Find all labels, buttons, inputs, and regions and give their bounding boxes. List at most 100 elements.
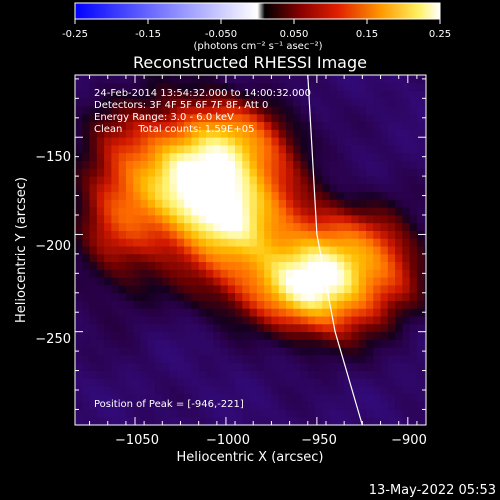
heatmap-cell xyxy=(395,292,403,301)
heatmap-cell xyxy=(104,370,112,379)
heatmap-cell xyxy=(104,347,112,356)
heatmap-cell xyxy=(365,370,374,379)
heatmap-cell xyxy=(111,82,120,91)
heatmap-cell xyxy=(75,90,83,99)
heatmap-cell xyxy=(365,417,374,425)
heatmap-cell xyxy=(409,277,418,286)
heatmap-cell xyxy=(162,207,170,216)
heatmap-cell xyxy=(307,106,316,115)
heatmap-cell xyxy=(75,253,83,263)
heatmap-cell xyxy=(285,75,294,84)
heatmap-cell xyxy=(358,246,367,255)
heatmap-cell xyxy=(336,176,345,185)
heatmap-cell xyxy=(205,277,214,286)
heatmap-cell xyxy=(344,362,352,371)
heatmap-cell xyxy=(293,261,301,270)
heatmap-cell xyxy=(402,417,411,425)
heatmap-cell xyxy=(125,145,134,154)
heatmap-cell xyxy=(278,183,287,193)
heatmap-cell xyxy=(96,269,105,278)
heatmap-cell xyxy=(307,191,316,200)
heatmap-cell xyxy=(416,261,425,270)
heatmap-cell xyxy=(315,285,323,294)
heatmap-cell xyxy=(82,207,90,216)
heatmap-cell xyxy=(82,261,90,270)
heatmap-cell xyxy=(344,316,352,325)
heatmap-cell xyxy=(409,269,418,278)
heatmap-cell xyxy=(416,152,425,161)
heatmap-cell xyxy=(322,90,331,99)
heatmap-cell xyxy=(118,199,127,208)
heatmap-cell xyxy=(125,378,134,387)
heatmap-cell xyxy=(307,253,316,263)
heatmap-cell xyxy=(380,152,389,161)
heatmap-cell xyxy=(351,292,360,301)
heatmap-cell xyxy=(336,401,345,410)
heatmap-cell xyxy=(133,277,141,286)
heatmap-cell xyxy=(220,207,229,216)
heatmap-cell xyxy=(395,215,403,224)
heatmap-cell xyxy=(155,393,163,403)
heatmap-cell xyxy=(409,75,418,84)
heatmap-cell xyxy=(147,145,156,154)
heatmap-cell xyxy=(104,129,112,138)
heatmap-cell xyxy=(242,323,250,333)
heatmap-cell xyxy=(75,246,83,255)
heatmap-cell xyxy=(89,409,98,418)
heatmap-cell xyxy=(256,176,265,185)
heatmap-cell xyxy=(409,393,418,403)
colorbar-ticks xyxy=(74,19,441,24)
heatmap-cell xyxy=(416,285,425,294)
heatmap-cell xyxy=(169,145,178,154)
heatmap-cell xyxy=(416,292,425,301)
heatmap-cell xyxy=(147,191,156,200)
heatmap-cell xyxy=(125,401,134,410)
heatmap-cell xyxy=(213,152,221,161)
heatmap-cell xyxy=(271,269,280,278)
heatmap-cell xyxy=(395,246,403,255)
heatmap-cell xyxy=(213,137,221,146)
heatmap-cell xyxy=(424,199,426,208)
heatmap-cell xyxy=(220,121,229,130)
heatmap-cell xyxy=(344,152,352,161)
heatmap-cell xyxy=(322,176,331,185)
heatmap-cell xyxy=(242,121,250,130)
heatmap-cell xyxy=(147,269,156,278)
heatmap-cell xyxy=(118,417,127,425)
heatmap-cell xyxy=(416,183,425,193)
heatmap-cell xyxy=(205,417,214,425)
heatmap-cell xyxy=(315,253,323,263)
heatmap-cell xyxy=(344,386,352,395)
heatmap-cell xyxy=(293,145,301,154)
heatmap-cell xyxy=(118,168,127,177)
heatmap-cell xyxy=(344,215,352,224)
heatmap-cell xyxy=(402,401,411,410)
heatmap-cell xyxy=(184,269,192,278)
heatmap-cell xyxy=(242,230,250,239)
heatmap-cell xyxy=(133,393,141,403)
heatmap-cell xyxy=(307,339,316,348)
heatmap-cell xyxy=(249,199,258,208)
heatmap-cell xyxy=(424,277,426,286)
heatmap-cell xyxy=(351,106,360,115)
heatmap-cell xyxy=(402,323,411,333)
heatmap-cell xyxy=(380,191,389,200)
heatmap-cell xyxy=(205,176,214,185)
heatmap-cell xyxy=(264,308,272,317)
heatmap-cell xyxy=(416,129,425,138)
heatmap-cell xyxy=(220,362,229,371)
heatmap-cell xyxy=(315,230,323,239)
heatmap-cell xyxy=(198,183,207,193)
heatmap-cell xyxy=(315,308,323,317)
heatmap-cell xyxy=(264,160,272,169)
heatmap-cell xyxy=(329,277,338,286)
heatmap-cell xyxy=(293,323,301,333)
heatmap-cell xyxy=(155,417,163,425)
heatmap-cell xyxy=(351,75,360,84)
heatmap-cell xyxy=(336,308,345,317)
heatmap-cell xyxy=(256,285,265,294)
heatmap-cell xyxy=(133,300,141,309)
heatmap-cell xyxy=(365,331,374,340)
heatmap-cell xyxy=(249,106,258,115)
heatmap-cell xyxy=(220,393,229,403)
